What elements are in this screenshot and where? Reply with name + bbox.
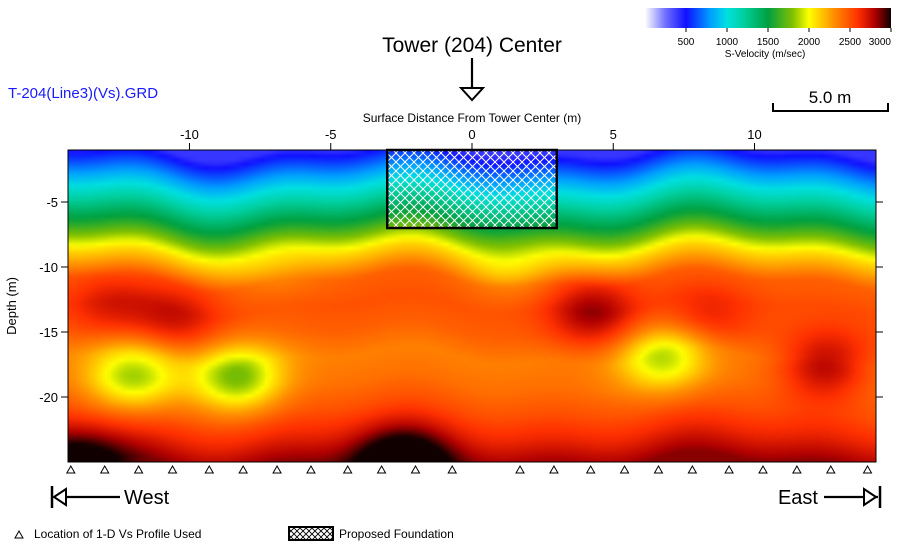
profile-marker (792, 464, 802, 474)
profile-marker (653, 464, 664, 474)
colorbar-tick-label: 1000 (716, 37, 739, 48)
profile-marker (585, 464, 596, 474)
profile-marker (272, 464, 282, 474)
profile-marker (687, 464, 698, 474)
colorbar-tick-label: 2000 (798, 37, 821, 48)
colorbar-title: S-Velocity (m/sec) (725, 49, 806, 60)
profile-marker (204, 464, 215, 474)
profile-legend-icon (14, 529, 24, 539)
west-arrow (50, 486, 120, 508)
x-tick-label: -10 (180, 127, 199, 142)
colorbar: 500 1000 1500 2000 2500 3000 S-Velocity (m/se… (645, 8, 892, 60)
x-tick-label: 0 (468, 127, 475, 142)
y-axis-ticks: -5 -10 -15 -20 (39, 195, 883, 405)
profile-markers (65, 464, 873, 474)
foundation-legend-label: Proposed Foundation (339, 527, 454, 541)
profile-marker (410, 464, 421, 474)
profile-marker (758, 464, 768, 474)
plot-area (67, 148, 877, 463)
tower-label: Tower (204) Center (382, 34, 562, 57)
y-axis-label: Depth (m) (4, 277, 19, 335)
profile-marker (515, 464, 525, 474)
x-tick-label: 10 (747, 127, 761, 142)
colorbar-tick-label: 1500 (757, 37, 780, 48)
profile-marker (376, 464, 387, 474)
profile-marker (342, 464, 353, 474)
colorbar-gradient (645, 8, 891, 28)
east-label: East (778, 487, 818, 509)
x-axis-label: Surface Distance From Tower Center (m) (363, 111, 582, 125)
colorbar-tick-label: 3000 (869, 37, 892, 48)
profile-marker (133, 464, 144, 474)
profile-marker (549, 464, 559, 474)
proposed-foundation (385, 148, 559, 230)
y-tick-label: -10 (39, 260, 58, 275)
file-label: T-204(Line3)(Vs).GRD (8, 85, 158, 102)
y-tick-label: -20 (39, 390, 58, 405)
profile-legend-label: Location of 1-D Vs Profile Used (34, 527, 201, 541)
profile-marker (862, 464, 873, 474)
scale-bar: 5.0 m (772, 88, 889, 112)
profile-marker (447, 464, 458, 474)
profile-marker (99, 464, 110, 474)
y-tick-label: -5 (46, 195, 58, 210)
x-tick-label: 5 (610, 127, 617, 142)
foundation-hatch (387, 150, 557, 228)
x-axis-ticks: -10 -5 0 5 10 (180, 127, 762, 150)
profile-marker (238, 464, 249, 474)
tower-arrow (458, 58, 486, 102)
profile-marker (825, 464, 836, 474)
profile-marker (619, 464, 630, 474)
foundation-outline (385, 148, 559, 230)
x-tick-label: -5 (325, 127, 337, 142)
y-tick-label: -15 (39, 325, 58, 340)
profile-marker (724, 464, 734, 474)
colorbar-tick-label: 500 (678, 37, 695, 48)
profile-marker (167, 464, 178, 474)
legend: Location of 1-D Vs Profile Used Proposed… (14, 526, 454, 541)
scale-bar-label: 5.0 m (809, 88, 852, 107)
colorbar-ticks: 500 1000 1500 2000 2500 3000 (678, 28, 892, 48)
west-label: West (124, 487, 170, 509)
profile-marker (306, 464, 316, 474)
east-arrow (824, 486, 882, 508)
profile-marker (65, 464, 76, 474)
colorbar-tick-label: 2500 (839, 37, 862, 48)
